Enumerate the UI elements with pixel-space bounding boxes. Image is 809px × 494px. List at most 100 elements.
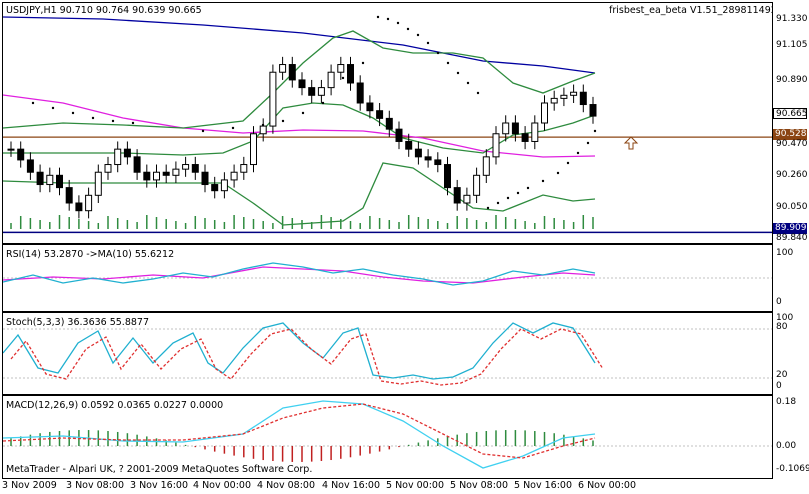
sar-dot [396, 21, 400, 25]
candle-body [376, 110, 384, 119]
candle-body [172, 168, 180, 176]
candle-body [521, 133, 529, 142]
symbol-info: USDJPY,H1 90.710 90.764 90.639 90.665 [6, 5, 202, 16]
candle-body [279, 64, 287, 73]
rsi-svg [3, 262, 772, 286]
bollinger-upper-line [3, 30, 596, 129]
rsi-title: RSI(14) 53.2870 ->MA(10) 55.6212 [6, 249, 175, 260]
candle-body [298, 79, 306, 89]
sar-dot [406, 27, 410, 31]
main-chart-pane[interactable]: USDJPY,H1 90.710 90.764 90.639 90.665 fr… [2, 2, 773, 244]
stoch-axis-label: 0 [776, 381, 782, 391]
candle-body [250, 133, 257, 166]
candle-body [114, 148, 122, 166]
candle-body [414, 148, 422, 158]
stoch-axis-label: 80 [776, 322, 788, 332]
sar-dot [71, 111, 75, 115]
sar-dot [526, 186, 530, 190]
candle-body [85, 194, 93, 212]
stochastic-pane[interactable]: Stoch(5,3,3) 36.3636 55.8877 [2, 312, 773, 395]
candle-body [385, 117, 393, 130]
candle-body [240, 164, 248, 173]
candle-body [589, 104, 597, 117]
macd-axis-label: 0.18 [776, 397, 797, 407]
candle-body [220, 179, 228, 192]
price-axis-label: 90.050 [776, 202, 808, 212]
stoch-d-line [10, 328, 604, 386]
candle-body [7, 148, 15, 151]
candle-body [230, 171, 238, 181]
sar-dot [31, 101, 35, 105]
candle-body [579, 91, 587, 106]
sar-dot [466, 81, 470, 85]
price-axis-label: 90.890 [776, 75, 808, 85]
candle-body [550, 97, 558, 104]
sar-dot [376, 15, 380, 19]
sar-dot [556, 171, 560, 175]
candle-body [56, 174, 63, 189]
candle-body [17, 148, 25, 161]
time-axis-label: 6 Nov 00:00 [578, 480, 637, 491]
candle-body [26, 159, 34, 173]
sar-dot [586, 141, 590, 145]
sar-dot [506, 196, 510, 200]
time-axis-label: 4 Nov 08:00 [257, 480, 316, 491]
sar-dot [261, 123, 265, 127]
sar-dot [321, 101, 325, 105]
sar-dot [131, 121, 135, 125]
candle-body [541, 102, 548, 124]
bollinger-lower-line [3, 162, 596, 226]
candle-body [531, 122, 539, 142]
candle-body [405, 140, 413, 150]
stoch-axis-label: 20 [776, 370, 788, 380]
stoch-svg [3, 322, 772, 386]
copyright-text: MetaTrader - Alpari UK, ? 2001-2009 Meta… [6, 464, 313, 475]
candle-body [560, 94, 568, 99]
sar-dot [576, 151, 580, 155]
price-axis-label: 89.840 [776, 233, 808, 243]
up-arrow-icon [623, 136, 639, 150]
price-chart-svg [3, 15, 772, 234]
sar-dot [436, 51, 440, 55]
time-axis-label: 3 Nov 08:00 [66, 480, 125, 491]
candle-body [366, 102, 374, 112]
sar-dot [456, 71, 460, 75]
candle-body [153, 171, 160, 181]
sar-dot [51, 106, 55, 110]
sar-dot [446, 61, 450, 65]
candle-body [482, 156, 490, 176]
sar-dot [91, 116, 95, 120]
time-axis-label: 3 Nov 2009 [2, 480, 57, 491]
candle-body [511, 122, 519, 135]
candle-body [104, 164, 112, 173]
line-price-tag: 90.528 [773, 129, 807, 140]
rsi-ma-line [3, 266, 596, 284]
sar-dot [541, 179, 545, 183]
rsi-pane[interactable]: RSI(14) 53.2870 ->MA(10) 55.6212 [2, 244, 773, 312]
sar-dot [301, 111, 305, 115]
macd-pane[interactable]: MACD(12,26,9) 0.0592 0.0365 0.0227 0.000… [2, 395, 773, 479]
time-axis-label: 5 Nov 08:00 [450, 480, 509, 491]
stoch-axis-label: 100 [776, 313, 794, 323]
lower-line-price-tag: 89.909 [773, 223, 807, 234]
sar-dot [111, 119, 115, 123]
price-axis-label: 90.470 [776, 139, 808, 149]
candle-body [269, 71, 277, 127]
candle-body [46, 174, 54, 186]
sar-dot [386, 17, 390, 21]
candle-body [502, 122, 510, 135]
stoch-k-line [3, 322, 596, 380]
macd-title: MACD(12,26,9) 0.0592 0.0365 0.0227 0.000… [6, 400, 224, 411]
time-axis-label: 5 Nov 00:00 [386, 480, 445, 491]
candle-body [473, 174, 481, 196]
candle-body [424, 156, 432, 161]
current-price-tag: 90.665 [773, 108, 808, 119]
candle-body [453, 187, 461, 204]
stoch-title: Stoch(5,3,3) 36.3636 55.8877 [6, 317, 150, 328]
candle-body [75, 202, 83, 212]
sar-dot [231, 126, 235, 130]
candle-body [434, 159, 442, 166]
candle-body [395, 128, 403, 142]
candle-body [463, 194, 471, 204]
candle-body [308, 87, 316, 96]
